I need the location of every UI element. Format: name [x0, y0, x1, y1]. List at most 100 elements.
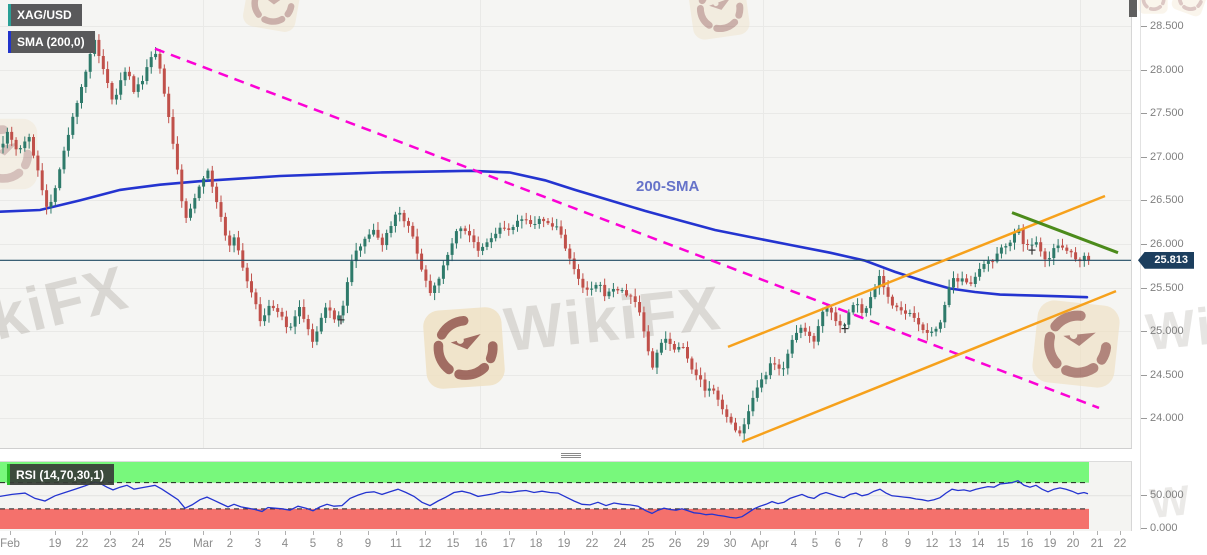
time-tick-mark — [203, 531, 204, 535]
time-tick-mark — [1120, 531, 1121, 535]
time-tick-label: 16 — [1020, 538, 1034, 550]
time-tick-mark — [620, 531, 621, 535]
time-tick-mark — [860, 531, 861, 535]
time-tick-mark — [230, 531, 231, 535]
time-tick-mark — [838, 531, 839, 535]
time-tick-mark — [1050, 531, 1051, 535]
rsi-panel[interactable]: RSI (14,70,30,1) — [0, 461, 1132, 532]
time-tick-mark — [1097, 531, 1098, 535]
price-tick-mark — [1141, 26, 1147, 27]
time-tick-mark — [165, 531, 166, 535]
time-tick-label: 12 — [925, 538, 939, 550]
rsi-indicator-badge[interactable]: RSI (14,70,30,1) — [7, 464, 115, 485]
time-tick-label: 14 — [971, 538, 985, 550]
time-tick-label: Mar — [193, 538, 213, 550]
price-tick-label: 27.000 — [1150, 150, 1184, 163]
time-axis[interactable]: Feb 19 22 23 24 25 Mar 2 3 4 5 8 9 11 12 15 16 17 18 19 22 24… — [0, 531, 1207, 555]
price-tick-label: 27.500 — [1150, 107, 1184, 120]
time-tick-label: 9 — [364, 538, 372, 550]
time-tick-label: 12 — [418, 538, 432, 550]
time-tick-label: 30 — [723, 538, 737, 550]
time-tick-label: 3 — [254, 538, 262, 550]
trendline-channel-upper — [727, 194, 1106, 349]
time-tick-label: 6 — [834, 538, 842, 550]
time-tick-mark — [138, 531, 139, 535]
time-tick-label: 20 — [1066, 538, 1080, 550]
price-tick-label: 28.500 — [1150, 20, 1184, 32]
time-tick-label: 29 — [696, 538, 710, 550]
price-chart-panel[interactable]: kiFX WikiFX XAG/USD SMA (200,0) 200-SMA — [0, 0, 1132, 449]
time-tick-label: 4 — [281, 538, 289, 550]
time-tick-mark — [885, 531, 886, 535]
time-tick-label: 13 — [948, 538, 962, 550]
symbol-badge[interactable]: XAG/USD — [8, 4, 82, 26]
time-tick-label: 8 — [336, 538, 344, 550]
pane-divider — [0, 449, 1131, 461]
time-tick-label: 22 — [585, 538, 599, 550]
rsi-tick-label: 0.000 — [1150, 521, 1178, 534]
price-tick-mark — [1141, 331, 1147, 333]
time-tick-mark — [481, 531, 482, 535]
price-tick-label: 24.000 — [1150, 412, 1184, 425]
time-tick-label: Feb — [0, 538, 20, 550]
price-tick-mark — [1141, 244, 1147, 245]
time-tick-label: 17 — [502, 538, 516, 550]
rsi-canvas[interactable] — [0, 462, 1131, 531]
price-tick-label: 25.000 — [1150, 325, 1184, 338]
candles-layer — [1, 32, 1091, 441]
time-tick-label: 2 — [226, 538, 234, 550]
rsi-tick-label: 50.000 — [1150, 488, 1184, 501]
time-tick-mark — [955, 531, 956, 535]
price-tick-mark — [1141, 156, 1147, 158]
current-price-value: 25.813 — [1154, 254, 1188, 267]
time-tick-label: 15 — [996, 538, 1010, 550]
sma-200-line — [0, 169, 1089, 299]
time-tick-label: 24 — [613, 538, 627, 550]
sma-indicator-badge[interactable]: SMA (200,0) — [8, 31, 95, 53]
time-tick-mark — [368, 531, 369, 535]
time-tick-mark — [10, 531, 11, 535]
price-tick-label: 28.000 — [1150, 63, 1184, 76]
time-tick-mark — [815, 531, 816, 535]
rsi-accent-bar — [7, 464, 10, 485]
trendline-descending-resistance — [154, 47, 1100, 410]
time-tick-label: Apr — [751, 538, 769, 550]
price-tick-mark — [1141, 200, 1147, 202]
rsi-oversold-band — [0, 508, 1089, 529]
time-tick-label: 21 — [1090, 538, 1104, 550]
price-tick-label: 24.500 — [1150, 368, 1184, 381]
time-tick-mark — [340, 531, 341, 535]
price-tick-label: 25.500 — [1150, 281, 1184, 294]
trendline-minor-descending — [1011, 211, 1119, 255]
time-tick-label: 5 — [811, 538, 819, 550]
time-tick-label: 18 — [529, 538, 543, 550]
rsi-badge-label: RSI (14,70,30,1) — [16, 467, 105, 482]
price-tick-mark — [1141, 113, 1147, 115]
time-tick-label: 7 — [856, 538, 864, 550]
time-tick-mark — [1003, 531, 1004, 535]
time-tick-label: 8 — [881, 538, 889, 550]
time-tick-label: 4 — [790, 538, 798, 550]
rsi-line — [0, 479, 1089, 519]
time-tick-mark — [1073, 531, 1074, 535]
symbol-badge-label: XAG/USD — [17, 8, 72, 22]
time-tick-mark — [313, 531, 314, 535]
time-tick-mark — [453, 531, 454, 535]
pane-resize-handle[interactable] — [561, 452, 581, 459]
price-canvas[interactable] — [0, 0, 1131, 448]
current-price-badge: 25.813 — [1138, 251, 1194, 269]
price-axis[interactable]: 25.813 28.500 28.000 27.500 27.000 26.500 26.… — [1131, 0, 1207, 448]
time-tick-mark — [908, 531, 909, 535]
price-tick-mark — [1141, 69, 1147, 71]
time-tick-label: 22 — [1113, 538, 1127, 550]
sma-badge-label: SMA (200,0) — [17, 35, 85, 49]
time-tick-mark — [648, 531, 649, 535]
time-tick-mark — [1027, 531, 1028, 535]
time-tick-mark — [564, 531, 565, 535]
time-tick-label: 19 — [48, 538, 62, 550]
time-tick-label: 11 — [390, 538, 402, 550]
rsi-tick-mark — [1141, 527, 1147, 529]
rsi-axis[interactable]: 50.000 0.000 — [1131, 461, 1207, 534]
time-tick-label: 25 — [158, 538, 172, 550]
